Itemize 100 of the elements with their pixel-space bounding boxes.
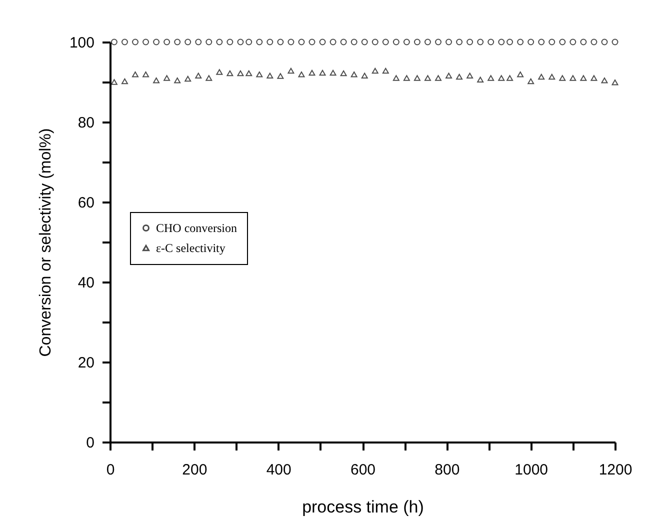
point xyxy=(237,38,244,46)
point xyxy=(195,38,202,46)
point xyxy=(392,75,400,81)
point xyxy=(382,68,389,74)
point xyxy=(392,38,400,46)
point xyxy=(548,74,556,80)
point xyxy=(517,38,524,46)
point xyxy=(580,75,587,81)
point xyxy=(266,38,274,46)
point xyxy=(612,38,618,46)
point xyxy=(403,75,410,81)
x-tick-label: 1000 xyxy=(514,462,548,478)
point xyxy=(559,75,566,81)
point xyxy=(372,68,378,74)
point xyxy=(132,72,138,78)
point xyxy=(184,76,192,82)
point xyxy=(538,74,545,80)
y-tick-label: 80 xyxy=(78,114,94,132)
point xyxy=(308,70,316,76)
point xyxy=(456,38,463,46)
point xyxy=(226,38,234,46)
point xyxy=(361,72,368,78)
point xyxy=(319,70,326,76)
point xyxy=(121,78,128,84)
point xyxy=(319,38,326,46)
point xyxy=(435,75,442,81)
point xyxy=(237,70,244,76)
point xyxy=(216,38,223,46)
point xyxy=(506,38,514,46)
point xyxy=(164,75,170,81)
point xyxy=(298,72,305,78)
point xyxy=(256,38,263,46)
point xyxy=(142,38,150,46)
point xyxy=(506,75,514,81)
point xyxy=(466,72,474,78)
point xyxy=(174,78,181,84)
point xyxy=(350,38,358,46)
x-axis-title: process time (h) xyxy=(302,498,424,516)
point xyxy=(246,70,252,76)
point xyxy=(330,38,336,46)
point xyxy=(528,38,534,46)
point xyxy=(110,38,118,46)
point xyxy=(206,38,212,46)
y-tick-label: 60 xyxy=(78,194,94,212)
point xyxy=(601,38,608,46)
y-tick-label: 0 xyxy=(86,434,94,452)
point xyxy=(277,73,284,79)
point xyxy=(446,72,452,78)
point xyxy=(612,80,618,86)
point xyxy=(559,38,566,46)
point xyxy=(256,72,263,78)
point xyxy=(246,38,252,46)
point xyxy=(414,38,420,46)
point xyxy=(153,78,160,84)
y-axis-title: Conversion or selectivity (mol%) xyxy=(37,128,54,357)
point xyxy=(350,72,358,78)
point xyxy=(330,70,336,76)
point xyxy=(488,38,494,46)
point xyxy=(424,38,431,46)
point xyxy=(570,38,576,46)
point xyxy=(288,68,294,74)
x-tick-label: 200 xyxy=(182,462,208,478)
point xyxy=(590,75,598,81)
point xyxy=(121,38,128,46)
point xyxy=(528,78,534,84)
point xyxy=(153,38,160,46)
point xyxy=(206,75,212,81)
point xyxy=(403,38,410,46)
y-tick-label: 20 xyxy=(78,354,94,372)
point xyxy=(288,38,294,46)
point xyxy=(184,38,192,46)
point xyxy=(266,72,274,78)
x-tick-label: 0 xyxy=(106,462,115,478)
point xyxy=(308,38,316,46)
point xyxy=(488,75,494,81)
x-tick-label: 800 xyxy=(434,462,460,478)
point xyxy=(477,76,484,82)
x-tick-label: 1200 xyxy=(598,462,632,478)
point xyxy=(601,78,608,84)
point xyxy=(517,72,524,78)
point xyxy=(372,38,378,46)
point xyxy=(277,38,284,46)
y-tick-label: 40 xyxy=(78,274,94,292)
point xyxy=(132,38,138,46)
point xyxy=(498,75,505,81)
point xyxy=(340,38,347,46)
x-tick-label: 600 xyxy=(350,462,376,478)
point xyxy=(466,38,474,46)
point xyxy=(414,75,420,81)
x-tick-label: 400 xyxy=(266,462,292,478)
point xyxy=(174,38,181,46)
point xyxy=(456,74,463,80)
point xyxy=(216,69,223,75)
legend-label: CHO conversion xyxy=(156,221,237,235)
point xyxy=(361,38,368,46)
point xyxy=(580,38,587,46)
point xyxy=(570,75,576,81)
point xyxy=(142,72,150,78)
point xyxy=(298,38,305,46)
point xyxy=(226,70,234,76)
